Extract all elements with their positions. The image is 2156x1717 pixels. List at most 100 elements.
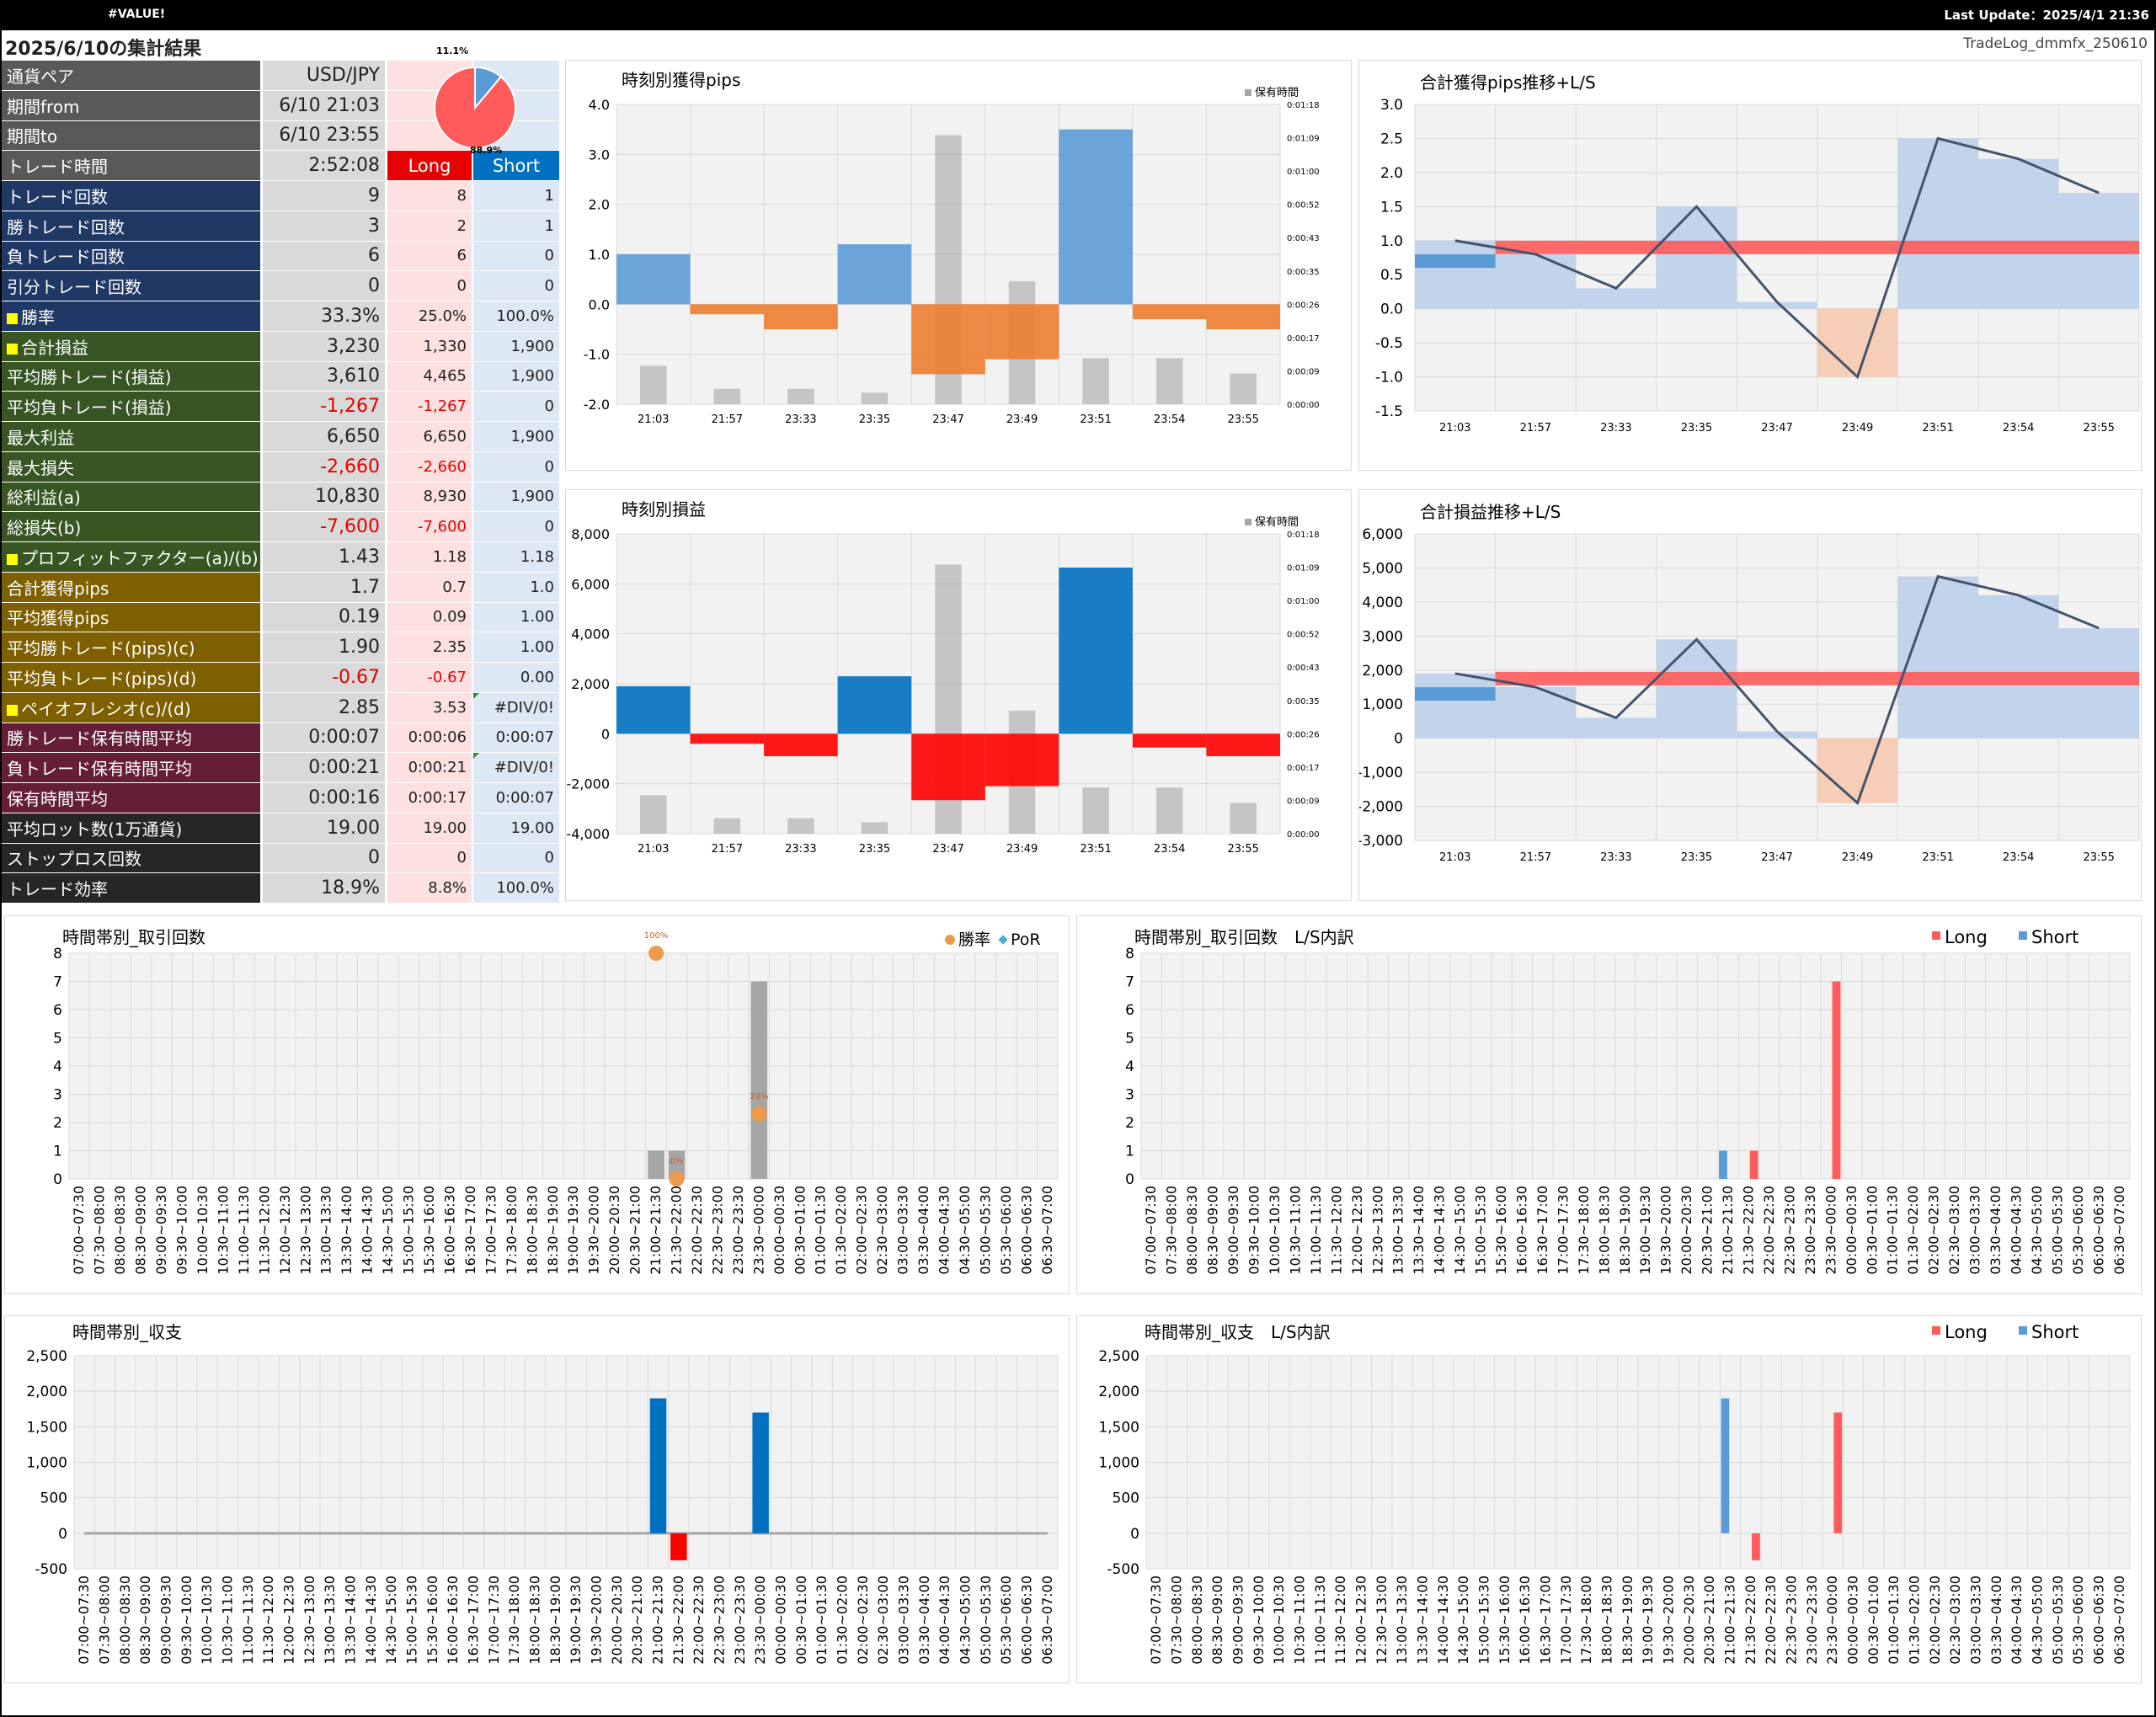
short-band: [1415, 687, 1496, 701]
short-value-text: 1,900: [510, 488, 554, 506]
total-value-text: 0: [368, 275, 380, 297]
long-value: 0.09: [387, 602, 473, 633]
x-tick-label: 22:30~23:00: [1784, 1576, 1800, 1665]
short-value-text: 1.00: [520, 638, 554, 657]
x-tick-label: 23:54: [2003, 851, 2034, 864]
long-value: 0: [387, 843, 473, 874]
y-tick-label: 2,500: [1098, 1348, 1139, 1365]
total-value-text: 0:00:07: [308, 727, 380, 749]
x-tick-label: 12:30~13:00: [297, 1186, 313, 1275]
total-value-text: 2:52:08: [308, 155, 380, 177]
x-tick-label: 17:30~18:00: [506, 1576, 522, 1665]
x-tick-label: 23:00~23:30: [1802, 1186, 1818, 1275]
total-value: 10,830: [263, 482, 387, 513]
total-value-text: 9: [368, 184, 380, 206]
pie-label: 88.9%: [470, 145, 502, 153]
x-tick-label: 23:30~00:00: [750, 1186, 766, 1275]
total-value-text: 2.85: [339, 696, 380, 718]
legend-label: PoR: [1011, 930, 1041, 949]
short-value: 0: [473, 271, 559, 301]
y-tick-label: 1,500: [1098, 1419, 1139, 1436]
summary-row: 合計獲得pips 1.7 0.7 1.0: [2, 572, 559, 603]
x-tick-label: 21:00~21:30: [650, 1576, 666, 1665]
y2-tick-label: 0:01:00: [1287, 597, 1320, 606]
x-tick-label: 11:30~12:00: [1332, 1576, 1348, 1665]
y-tick-label: 1,000: [26, 1455, 67, 1472]
x-tick-label: 19:30~20:00: [1658, 1186, 1674, 1275]
x-tick-label: 23:49: [1006, 413, 1038, 426]
x-tick-label: 23:51: [1922, 422, 1953, 435]
x-tick-label: 20:30~21:00: [1700, 1186, 1716, 1275]
summary-row: 平均ロット数(1万通貨) 19.00 19.00 19.00: [2, 813, 559, 844]
y-tick-label: -1.5: [1375, 403, 1403, 420]
total-value: -2,660: [263, 451, 387, 483]
x-tick-label: 06:00~06:30: [2091, 1576, 2107, 1665]
x-tick-label: 23:33: [1600, 851, 1631, 864]
x-tick-label: 08:00~08:30: [112, 1186, 128, 1275]
x-tick-label: 23:55: [2083, 422, 2114, 435]
x-tick-label: 18:30~19:00: [1617, 1186, 1633, 1275]
row-label: 合計損益: [2, 331, 263, 362]
long-band: [1495, 240, 2139, 254]
row-label: 期間to: [2, 120, 263, 152]
chart-title: 時間帯別_取引回数 L/S内訳: [1134, 927, 1354, 947]
summary-row: 勝率 33.3% 25.0% 100.0%: [2, 301, 559, 332]
win-rate-point: [751, 1106, 767, 1122]
short-value-text: 0.00: [520, 668, 554, 686]
y-tick-label: -2.0: [584, 397, 610, 413]
y-tick-label: 6,000: [571, 576, 610, 592]
y2-tick-label: 0:00:43: [1287, 234, 1320, 243]
y2-tick-label: 0:00:35: [1287, 697, 1320, 707]
y2-tick-label: 0:00:26: [1287, 730, 1320, 739]
y-tick-label: 8,000: [571, 526, 610, 542]
chart-hourly-count-ls: 時間帯別_取引回数 L/S内訳 8 7 6 5 4 3 2 1 0 07:00~07:30 07:30…: [1076, 915, 2142, 1294]
short-value: 0:00:07: [473, 723, 559, 754]
x-tick-label: 00:00~00:30: [1844, 1186, 1860, 1275]
y-tick-label: 0.0: [1380, 301, 1403, 318]
total-value-text: 33.3%: [321, 305, 380, 327]
total-value: 0:00:16: [263, 783, 387, 813]
long-value: 0:00:06: [387, 723, 473, 754]
y-tick-label: -1.0: [584, 347, 610, 363]
area-bar: [1817, 308, 1898, 377]
y-tick-label: 4,000: [571, 627, 610, 643]
row-label-text: 平均負トレード(pips)(d): [7, 668, 197, 689]
y-tick-label: 7: [1125, 974, 1134, 991]
row-label: トレード回数: [2, 181, 263, 211]
x-tick-label: 18:00~18:30: [1599, 1576, 1615, 1665]
hold-bar: [861, 822, 889, 834]
area-bar: [1977, 158, 2059, 309]
chart-hourly-pl: 時間帯別_収支 2,500 2,000 1,500 1,000 500 0 -500 07:00…: [4, 1315, 1070, 1683]
x-tick-label: 21:30~22:00: [1741, 1186, 1757, 1275]
short-value-text: 1.18: [520, 547, 554, 566]
row-label: 負トレード保有時間平均: [2, 753, 263, 783]
row-label: 平均勝トレード(損益): [2, 361, 263, 392]
y-tick-label: 8: [1125, 946, 1134, 962]
x-tick-label: 04:00~04:30: [936, 1186, 952, 1275]
x-tick-label: 18:30~19:00: [545, 1186, 561, 1275]
x-tick-label: 21:00~21:30: [1722, 1576, 1738, 1665]
y-tick-label: 0: [53, 1171, 62, 1188]
long-value-text: -1,267: [417, 397, 467, 416]
y2-tick-label: 0:00:35: [1287, 268, 1320, 277]
short-value: #DIV/0!: [473, 753, 559, 783]
row-label: 総利益(a): [2, 482, 263, 513]
y-tick-label: 2: [1125, 1115, 1134, 1132]
y-tick-label: 2: [53, 1115, 62, 1132]
area-bar: [1415, 673, 1496, 739]
long-value-text: -7,600: [417, 518, 467, 536]
x-tick-label: 02:30~03:00: [1947, 1576, 1963, 1665]
total-value: 0: [263, 843, 387, 874]
x-tick-label: 13:00~13:30: [1390, 1186, 1406, 1275]
long-value-text: 8.8%: [428, 879, 467, 898]
y-tick-label: 2.5: [1380, 131, 1403, 147]
x-tick-label: 17:00~17:30: [1558, 1576, 1574, 1665]
hold-bar: [1155, 358, 1183, 404]
x-tick-label: 04:30~05:00: [2030, 1576, 2046, 1665]
summary-row: 総利益(a) 10,830 8,930 1,900: [2, 482, 559, 513]
short-value: 100.0%: [473, 873, 559, 904]
x-tick-label: 00:30~01:00: [793, 1576, 809, 1665]
chart-title: 時間帯別_収支 L/S内訳: [1145, 1322, 1331, 1342]
top-bar: #VALUE! Last Update：2025/4/1 21:36: [0, 0, 2156, 30]
y-tick-label: -500: [35, 1561, 67, 1578]
